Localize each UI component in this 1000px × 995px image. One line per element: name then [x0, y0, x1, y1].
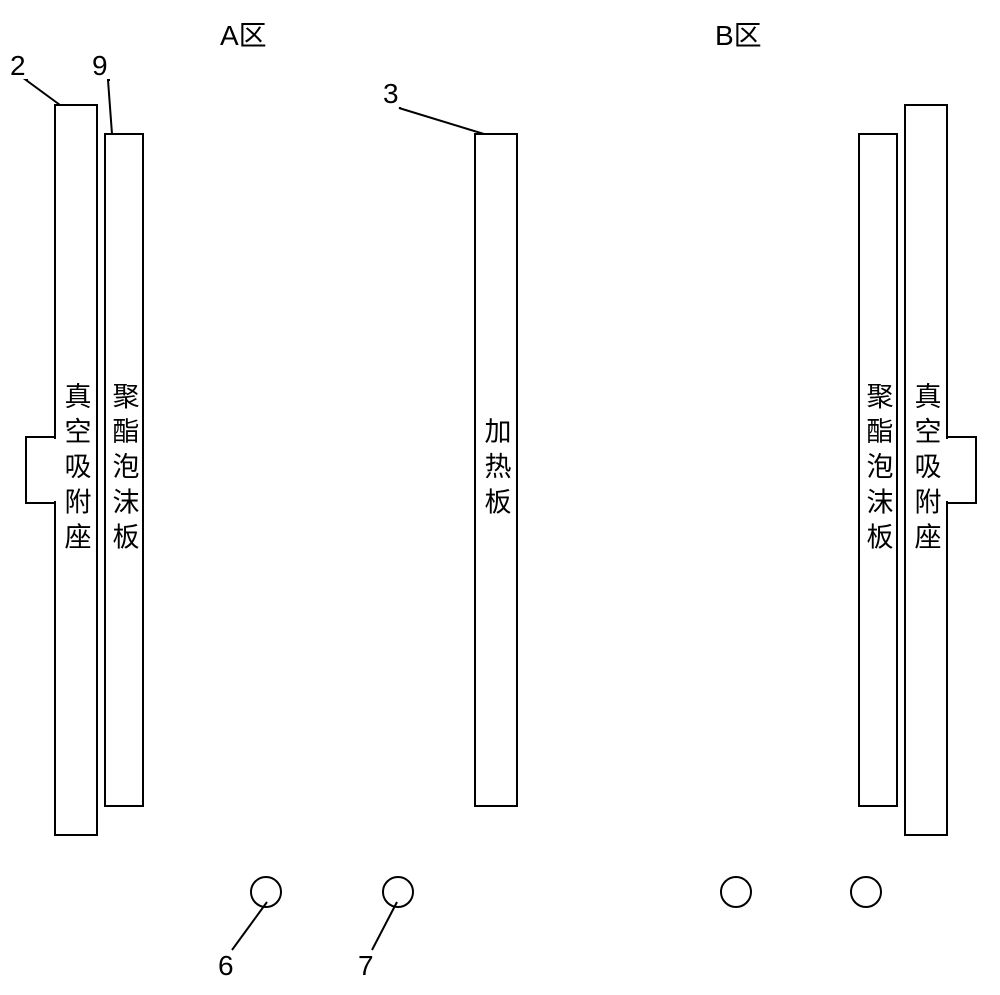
callout-3-leader	[399, 108, 484, 134]
rail-circle-4	[851, 877, 881, 907]
callout-9-num: 9	[92, 50, 108, 82]
right-vacuum-seat-label: 真空吸附座	[907, 382, 946, 558]
zone-b-label: B区	[715, 14, 762, 54]
callout-7-leader	[372, 902, 397, 950]
zone-a-label: A区	[220, 14, 267, 54]
diagram-stage: A区 B区 真空吸附座 聚酯泡沫板 加热板 聚酯泡沫板 真空吸附座 2 9 3 …	[0, 0, 1000, 995]
callout-6-num: 6	[218, 950, 234, 982]
left-foam-board-label: 聚酯泡沫板	[105, 382, 144, 558]
callout-2-num: 2	[10, 50, 26, 82]
left-stub	[26, 437, 55, 503]
callout-7-num: 7	[358, 950, 374, 982]
right-foam-board-label: 聚酯泡沫板	[859, 382, 898, 558]
rail-circle-3	[721, 877, 751, 907]
left-vacuum-seat-label: 真空吸附座	[57, 382, 96, 558]
callout-9-leader	[108, 80, 112, 134]
rail-circle-2	[383, 877, 413, 907]
callout-2-leader	[26, 80, 60, 105]
right-stub	[947, 437, 976, 503]
heater-plate-label: 加热板	[477, 417, 516, 522]
callout-3-num: 3	[383, 78, 399, 110]
callout-6-leader	[232, 902, 267, 950]
